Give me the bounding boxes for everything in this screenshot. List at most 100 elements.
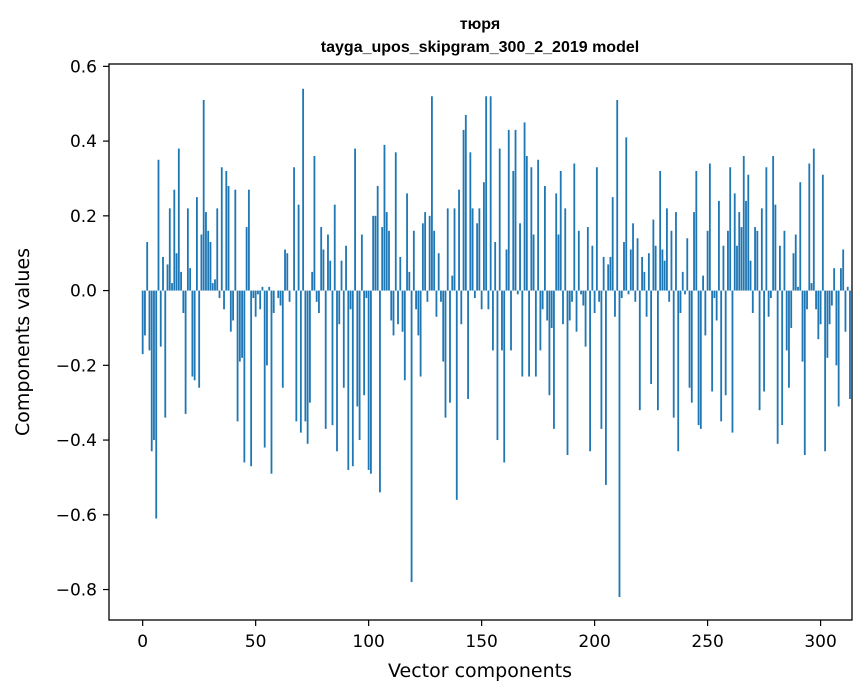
bar-49 (252, 290, 255, 299)
bar-280 (774, 204, 777, 291)
bar-169 (523, 122, 526, 291)
bar-19 (184, 290, 187, 414)
bar-243 (690, 290, 693, 403)
bar-10 (164, 290, 167, 418)
bar-256 (720, 290, 723, 422)
bar-158 (498, 148, 501, 291)
bar-174 (534, 290, 537, 377)
bar-209 (614, 290, 616, 317)
bar-204 (602, 256, 605, 291)
bar-151 (482, 182, 485, 291)
bar-23 (193, 290, 196, 381)
bar-189 (568, 290, 571, 321)
bar-116 (403, 290, 406, 381)
bar-236 (675, 212, 677, 291)
bar-216 (629, 249, 632, 291)
bar-38 (227, 185, 230, 291)
bar-257 (722, 245, 725, 291)
bar-58 (272, 290, 275, 313)
bar-27 (202, 99, 205, 291)
bar-117 (406, 193, 408, 291)
y-axis-ticks: −0.8 −0.6 −0.4 −0.2 0.0 0.2 0.4 0.6 (56, 57, 109, 601)
bar-180 (548, 290, 551, 396)
bar-245 (695, 170, 698, 291)
bar-137 (451, 275, 454, 291)
x-tick-label: 100 (352, 632, 384, 652)
bar-273 (758, 290, 761, 411)
bar-125 (424, 212, 427, 291)
bar-194 (580, 290, 582, 295)
bar-57 (270, 290, 273, 474)
bar-97 (360, 234, 363, 291)
bar-248 (702, 275, 704, 291)
bar-185 (559, 170, 562, 291)
bar-80 (322, 249, 325, 291)
bar-7 (157, 159, 160, 291)
bar-259 (727, 230, 729, 291)
plot-frame (108, 63, 853, 621)
bar-149 (478, 208, 481, 291)
bar-289 (794, 234, 797, 291)
bar-253 (713, 290, 716, 299)
bar-9 (162, 256, 164, 291)
bar-148 (476, 223, 479, 291)
bar-201 (595, 167, 598, 291)
y-tick-label: 0.6 (70, 57, 97, 77)
x-tick-label: 0 (137, 632, 148, 652)
bar-130 (435, 290, 438, 317)
y-tick-label: −0.4 (56, 431, 97, 451)
bar-170 (525, 156, 528, 291)
bar-25 (198, 290, 201, 388)
bar-87 (338, 290, 341, 325)
bar-286 (788, 290, 790, 388)
bar-48 (250, 290, 253, 467)
bar-156 (494, 242, 497, 291)
bar-274 (760, 208, 763, 291)
bar-18 (182, 290, 185, 313)
bar-163 (510, 290, 512, 351)
bar-238 (679, 290, 682, 313)
bar-276 (765, 167, 768, 291)
bar-122 (417, 290, 420, 336)
bar-56 (268, 286, 271, 291)
bar-63 (284, 249, 286, 291)
bar-306 (833, 268, 836, 291)
bar-120 (412, 230, 415, 291)
bar-193 (577, 230, 580, 291)
bar-134 (444, 290, 447, 418)
bar-121 (415, 290, 417, 310)
bar-153 (487, 290, 490, 310)
bar-255 (718, 200, 720, 291)
bar-231 (663, 260, 666, 291)
bar-30 (209, 242, 212, 291)
bar-78 (318, 290, 320, 313)
bar-218 (634, 290, 637, 302)
bar-312 (846, 286, 849, 291)
bar-29 (207, 230, 210, 291)
y-tick-label: −0.2 (56, 356, 97, 376)
bar-277 (767, 290, 770, 317)
bar-89 (342, 290, 345, 388)
bar-67 (293, 167, 295, 291)
bar-123 (419, 290, 422, 377)
bar-212 (620, 290, 623, 299)
y-tick-label: 0.2 (70, 207, 97, 227)
bar-195 (582, 290, 585, 306)
bar-55 (266, 290, 268, 366)
bar-190 (571, 290, 573, 302)
bar-46 (245, 227, 248, 291)
bar-208 (611, 197, 614, 291)
bar-292 (801, 290, 804, 362)
bar-11 (166, 264, 169, 291)
bar-99 (365, 290, 368, 299)
bar-279 (772, 156, 775, 291)
bar-285 (785, 290, 788, 351)
bar-240 (684, 290, 686, 295)
bar-72 (304, 290, 307, 422)
bar-188 (566, 290, 569, 456)
bar-210 (616, 99, 619, 291)
bar-3 (148, 290, 151, 351)
bar-35 (220, 167, 223, 291)
bar-43 (238, 290, 241, 362)
